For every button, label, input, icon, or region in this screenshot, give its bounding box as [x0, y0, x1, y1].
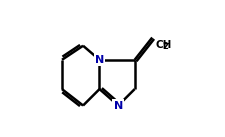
Text: N: N [95, 55, 104, 65]
Text: CH: CH [155, 40, 171, 50]
Text: 2: 2 [162, 42, 168, 51]
Text: N: N [114, 101, 123, 111]
